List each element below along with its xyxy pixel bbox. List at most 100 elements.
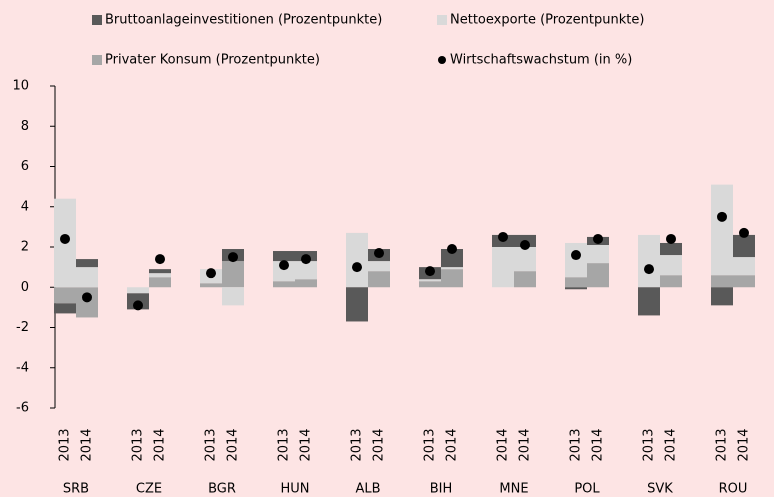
bar-segment — [711, 275, 733, 288]
group-label: BGR — [208, 482, 236, 497]
growth-dot — [739, 227, 749, 238]
bar-segment — [660, 242, 682, 256]
y-tick-label: 8 — [21, 119, 29, 134]
bar-segment — [76, 287, 98, 318]
x-tick-label: 2013 — [350, 428, 365, 461]
x-tick-label: 2014 — [372, 428, 387, 461]
bar-segment — [660, 275, 682, 288]
bar-segment — [514, 247, 536, 272]
growth-dot — [447, 244, 457, 255]
bar-segment — [368, 261, 390, 272]
group-label: ALB — [355, 482, 380, 497]
y-tick-label: 6 — [21, 159, 29, 174]
x-tick-label: 2014 — [80, 428, 95, 461]
growth-dot — [60, 233, 70, 244]
x-tick-label: 2014 — [518, 428, 533, 461]
x-tick-label: 2013 — [131, 428, 146, 461]
growth-dot — [498, 231, 508, 242]
group-label: BIH — [430, 482, 453, 497]
growth-dot — [352, 262, 362, 273]
growth-dot — [374, 248, 384, 259]
growth-dot — [155, 254, 165, 265]
bar-segment — [419, 281, 441, 288]
bar-segment — [273, 261, 295, 282]
y-tick-label: 0 — [21, 280, 29, 295]
legend-swatch — [92, 55, 102, 65]
x-tick-label: 2014 — [737, 428, 752, 461]
x-tick-label: 2013 — [423, 428, 438, 461]
growth-dot — [82, 292, 92, 303]
bar-segment — [587, 263, 609, 288]
x-tick-label: 2014 — [153, 428, 168, 461]
x-tick-label: 2013 — [58, 428, 73, 461]
growth-dot — [520, 239, 530, 250]
bar-segment — [295, 279, 317, 288]
growth-dot — [593, 233, 603, 244]
bar-segment — [346, 287, 368, 322]
growth-dot — [301, 254, 311, 265]
bar-segment — [54, 287, 76, 304]
y-tick-label: 4 — [21, 199, 29, 214]
group-label: ROU — [719, 482, 748, 497]
bar-segment — [76, 267, 98, 288]
bar-segment — [127, 287, 149, 294]
bar-segment — [733, 234, 755, 258]
bar-segment — [76, 259, 98, 268]
x-tick-label: 2014 — [226, 428, 241, 461]
x-tick-label: 2013 — [642, 428, 657, 461]
bar-segment — [346, 232, 368, 288]
bar-segment — [149, 273, 171, 278]
x-tick-label: 2014 — [445, 428, 460, 461]
legend-label: Bruttoanlageinvestitionen (Prozentpunkte… — [105, 13, 382, 28]
y-tick-label: 10 — [12, 79, 29, 94]
x-tick-label: 2013 — [715, 428, 730, 461]
bar-segment — [149, 269, 171, 274]
x-tick-label: 2013 — [569, 428, 584, 461]
bar-segment — [638, 287, 660, 316]
growth-dot — [206, 268, 216, 279]
growth-dot — [717, 211, 727, 222]
bar-segment — [733, 275, 755, 288]
growth-dot — [666, 233, 676, 244]
x-tick-label: 2014 — [591, 428, 606, 461]
bar-segment — [295, 261, 317, 280]
bar-segment — [441, 267, 463, 270]
group-label: SVK — [647, 482, 673, 497]
bar-segment — [492, 247, 514, 288]
x-tick-label: 2014 — [664, 428, 679, 461]
growth-dot — [279, 260, 289, 271]
y-tick-label: 2 — [21, 240, 29, 255]
growth-dot — [425, 266, 435, 277]
x-tick-label: 2013 — [277, 428, 292, 461]
growth-dot — [571, 250, 581, 261]
growth-dot — [644, 264, 654, 275]
bar-segment — [419, 279, 441, 282]
bar-segment — [441, 269, 463, 288]
bar-segment — [368, 271, 390, 288]
legend-swatch — [437, 15, 447, 25]
x-tick-label: 2014 — [299, 428, 314, 461]
bar-segment — [54, 303, 76, 314]
group-label: MNE — [499, 482, 528, 497]
y-tick-label: -6 — [16, 401, 29, 416]
legend-label: Privater Konsum (Prozentpunkte) — [105, 53, 320, 68]
bar-segment — [711, 184, 733, 276]
y-tick-label: -2 — [16, 320, 29, 335]
bar-segment — [514, 271, 536, 288]
legend-marker — [438, 56, 446, 64]
x-tick-label: 2014 — [496, 428, 511, 461]
bar-segment — [565, 287, 587, 290]
legend-label: Wirtschaftswachstum (in %) — [450, 53, 632, 68]
bar-segment — [441, 249, 463, 268]
bar-segment — [638, 234, 660, 288]
bar-segment — [200, 283, 222, 288]
bar-segment — [149, 277, 171, 288]
x-tick-label: 2013 — [204, 428, 219, 461]
bar-segment — [587, 244, 609, 264]
bar-segment — [711, 287, 733, 306]
group-label: POL — [574, 482, 600, 497]
legend-label: Nettoexporte (Prozentpunkte) — [450, 13, 644, 28]
bar-segment — [733, 257, 755, 276]
bar-segment — [222, 287, 244, 306]
